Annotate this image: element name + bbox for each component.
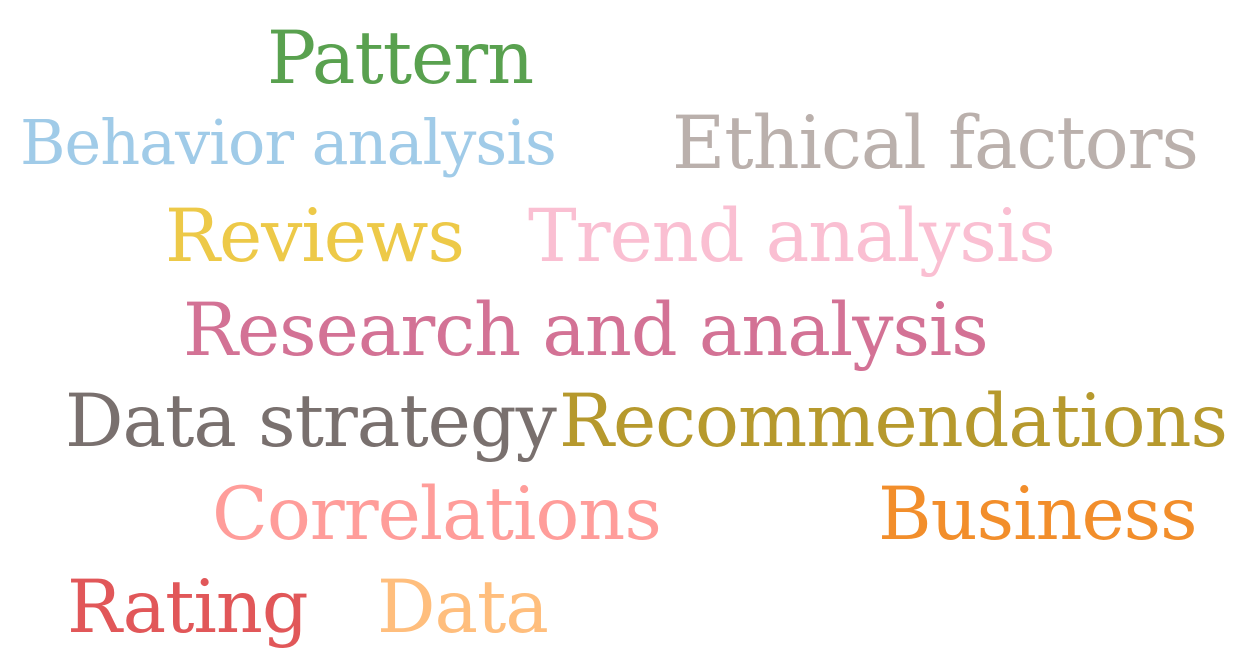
word-research-and-analysis: Research and analysis bbox=[183, 288, 989, 373]
word-data-strategy: Data strategy bbox=[65, 379, 557, 464]
word-rating: Rating bbox=[67, 565, 309, 650]
word-recommendations: Recommendations bbox=[559, 379, 1228, 464]
word-data: Data bbox=[377, 565, 549, 650]
word-reviews: Reviews bbox=[165, 194, 465, 279]
word-trend-analysis: Trend analysis bbox=[528, 194, 1056, 279]
word-business: Business bbox=[878, 472, 1198, 557]
word-ethical-factors: Ethical factors bbox=[672, 101, 1199, 186]
word-behavior-analysis: Behavior analysis bbox=[20, 106, 557, 179]
word-correlations: Correlations bbox=[212, 472, 662, 557]
word-pattern: Pattern bbox=[267, 16, 534, 101]
